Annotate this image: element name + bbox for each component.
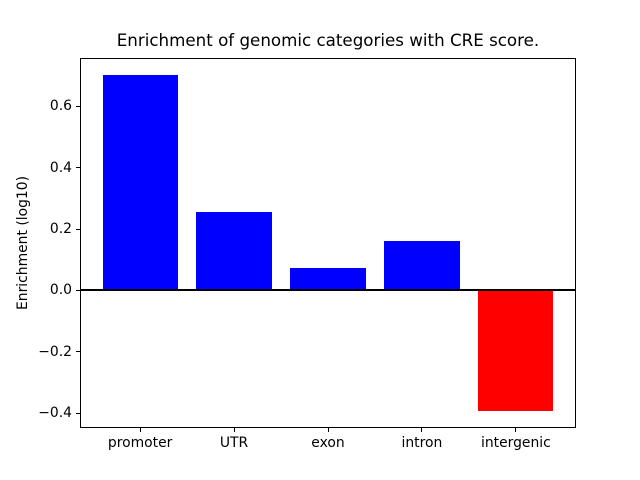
x-tick-mark <box>233 428 235 432</box>
bar-intergenic <box>478 290 554 411</box>
bar-exon <box>290 268 366 291</box>
y-tick-mark <box>76 412 80 414</box>
y-tick-label: 0.6 <box>49 98 72 115</box>
y-tick-mark <box>76 289 80 291</box>
y-tick-label: 0.0 <box>49 282 72 299</box>
x-tick-label-promoter: promoter <box>107 435 173 451</box>
y-tick-mark <box>76 167 80 169</box>
x-tick-mark <box>139 428 141 432</box>
y-tick-label: −0.4 <box>38 405 72 422</box>
x-tick-mark <box>515 428 517 432</box>
x-tick-label-exon: exon <box>311 435 345 451</box>
x-tick-mark <box>421 428 423 432</box>
zero-line <box>80 289 576 292</box>
y-tick-label: −0.2 <box>38 343 72 360</box>
bar-utr <box>196 211 272 291</box>
bar-intron <box>384 240 460 291</box>
y-tick-mark <box>76 228 80 230</box>
x-tick-label-intron: intron <box>401 435 443 451</box>
y-tick-mark <box>76 351 80 353</box>
x-tick-label-utr: UTR <box>219 435 249 451</box>
x-tick-mark <box>327 428 329 432</box>
y-tick-label: 0.4 <box>49 159 72 176</box>
plot-area <box>80 58 576 428</box>
y-tick-mark <box>76 105 80 107</box>
bar-promoter <box>102 74 178 291</box>
chart-title: Enrichment of genomic categories with CR… <box>116 30 540 50</box>
y-tick-label: 0.2 <box>49 221 72 238</box>
x-tick-label-intergenic: intergenic <box>480 435 551 451</box>
